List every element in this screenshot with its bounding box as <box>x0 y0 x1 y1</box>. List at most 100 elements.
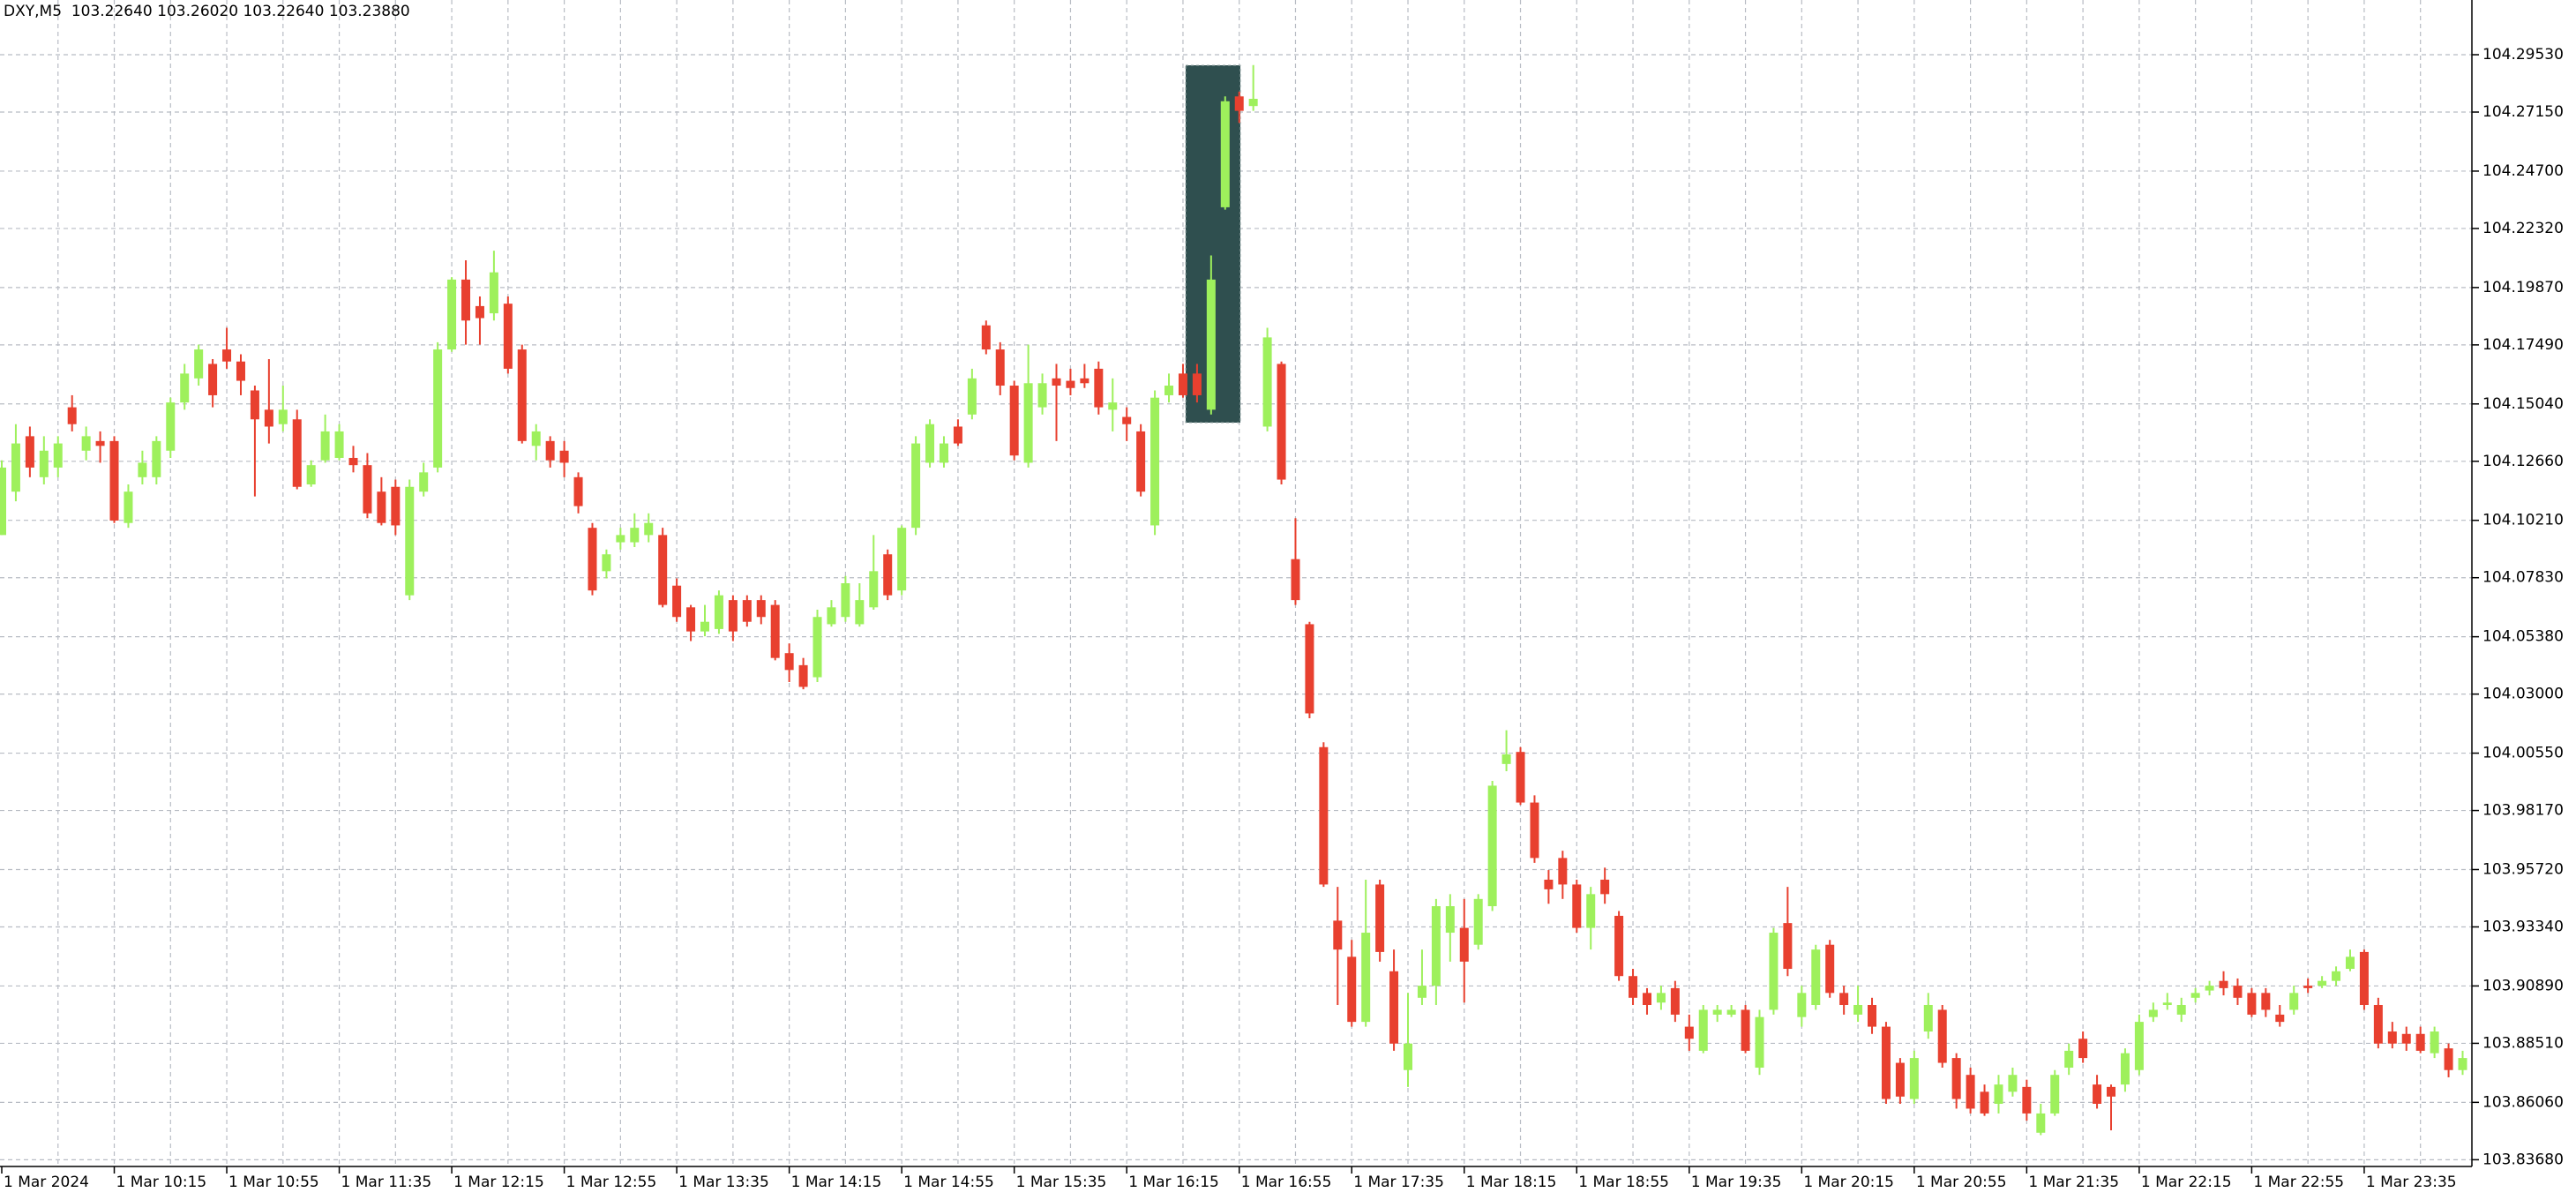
candle-body <box>405 486 415 596</box>
candle-body <box>81 436 91 451</box>
candle-body <box>1853 1004 1863 1015</box>
candle-body <box>1656 993 1666 1003</box>
candle-body <box>1530 802 1539 859</box>
y-tick-label: 104.17490 <box>2482 336 2564 354</box>
candle-body <box>1881 1026 1891 1099</box>
y-tick-label: 103.95720 <box>2482 860 2564 878</box>
candle-body <box>1333 920 1343 950</box>
candle-body <box>700 621 709 632</box>
candle-body <box>1797 993 1807 1017</box>
x-tick-label: 1 Mar 17:35 <box>1353 1174 1444 1191</box>
candle-body <box>1895 1062 1905 1097</box>
candle-body <box>1108 402 1118 410</box>
candle-body <box>573 476 583 506</box>
x-tick-label: 1 Mar 18:55 <box>1578 1174 1669 1191</box>
candle-body <box>1291 559 1300 601</box>
y-tick-label: 104.00550 <box>2482 745 2564 762</box>
candle-body <box>278 409 288 424</box>
candle-body <box>1037 383 1047 408</box>
grid <box>0 0 2472 1166</box>
y-tick-label: 104.07830 <box>2482 569 2564 587</box>
candle-body <box>2233 986 2243 998</box>
candle-body <box>1923 1004 1933 1032</box>
candle-body <box>1811 949 1821 1005</box>
candle-body <box>1417 986 1427 998</box>
candle-body <box>391 486 401 526</box>
candle-body <box>841 583 850 618</box>
candle-body <box>306 465 316 485</box>
candle-body <box>953 426 962 444</box>
candle-body <box>1980 1091 1989 1114</box>
candle-body <box>1347 956 1357 1023</box>
candle-body <box>1516 752 1525 803</box>
y-tick-label: 104.05380 <box>2482 628 2564 646</box>
candle-body <box>2093 1084 2102 1104</box>
candle-body <box>2205 986 2214 991</box>
candle-body <box>1375 884 1385 952</box>
candle-body <box>869 571 879 608</box>
candle-body <box>2332 971 2341 981</box>
candle-body <box>2401 1033 2411 1044</box>
candle-body <box>1052 378 1061 386</box>
x-tick-label: 1 Mar 14:15 <box>791 1174 882 1191</box>
candle-body <box>1234 96 1244 111</box>
candle-body <box>25 436 34 468</box>
candle-body <box>1909 1058 1919 1099</box>
x-tick-label: 1 Mar 21:35 <box>2028 1174 2119 1191</box>
candle-body <box>1122 416 1132 424</box>
candle-body <box>334 431 344 458</box>
candle-body <box>770 604 780 658</box>
candle-body <box>503 304 513 369</box>
candle-body <box>1080 378 1090 384</box>
candles <box>0 64 2467 1136</box>
candle-body <box>742 600 752 622</box>
x-tick-label: 1 Mar 10:55 <box>228 1174 319 1191</box>
x-tick-label: 1 Mar 22:15 <box>2141 1174 2232 1191</box>
candle-body <box>1066 380 1075 388</box>
candle-body <box>138 462 147 477</box>
candle-body <box>152 440 161 477</box>
candle-body <box>1726 1009 1736 1015</box>
candle-body <box>2008 1075 2018 1092</box>
x-tick-label: 1 Mar 20:15 <box>1803 1174 1894 1191</box>
candle-body <box>658 535 668 605</box>
candle-body <box>559 450 569 463</box>
candle-body <box>630 528 640 543</box>
candle-body <box>756 600 766 618</box>
candle-body <box>1023 383 1033 463</box>
candle-body <box>2050 1075 2060 1114</box>
candle-body <box>939 443 948 463</box>
candle-body <box>1220 101 1230 207</box>
y-tick-label: 104.24700 <box>2482 162 2564 180</box>
candle-body <box>1319 746 1329 885</box>
candle-body <box>2415 1033 2425 1051</box>
y-tick-label: 104.22320 <box>2482 220 2564 237</box>
candle-body <box>1783 923 1793 970</box>
candle-body <box>419 472 429 492</box>
candle-body <box>236 361 245 381</box>
candle-body <box>2373 1004 2383 1044</box>
x-tick-label: 1 Mar 13:35 <box>678 1174 769 1191</box>
x-tick-label: 1 Mar 12:15 <box>453 1174 544 1191</box>
candle-body <box>1009 386 1019 456</box>
candle-body <box>531 431 541 446</box>
candle-body <box>67 407 77 424</box>
candle-body <box>616 535 625 543</box>
candle-body <box>1361 933 1371 1023</box>
candle-body <box>53 443 63 468</box>
candle-body <box>2303 986 2313 988</box>
candle-body <box>995 349 1005 386</box>
candle-body <box>11 443 20 492</box>
y-tick-label: 104.27150 <box>2482 103 2564 121</box>
candle-body <box>2078 1039 2088 1059</box>
candle-body <box>1501 754 1511 764</box>
candle-body <box>2036 1113 2046 1133</box>
candle-body <box>264 409 273 427</box>
x-tick-label: 1 Mar 23:35 <box>2366 1174 2457 1191</box>
candle-body <box>588 528 597 591</box>
candle-body <box>1614 915 1624 977</box>
candle-body <box>1206 279 1216 410</box>
y-tick-label: 104.12660 <box>2482 453 2564 470</box>
